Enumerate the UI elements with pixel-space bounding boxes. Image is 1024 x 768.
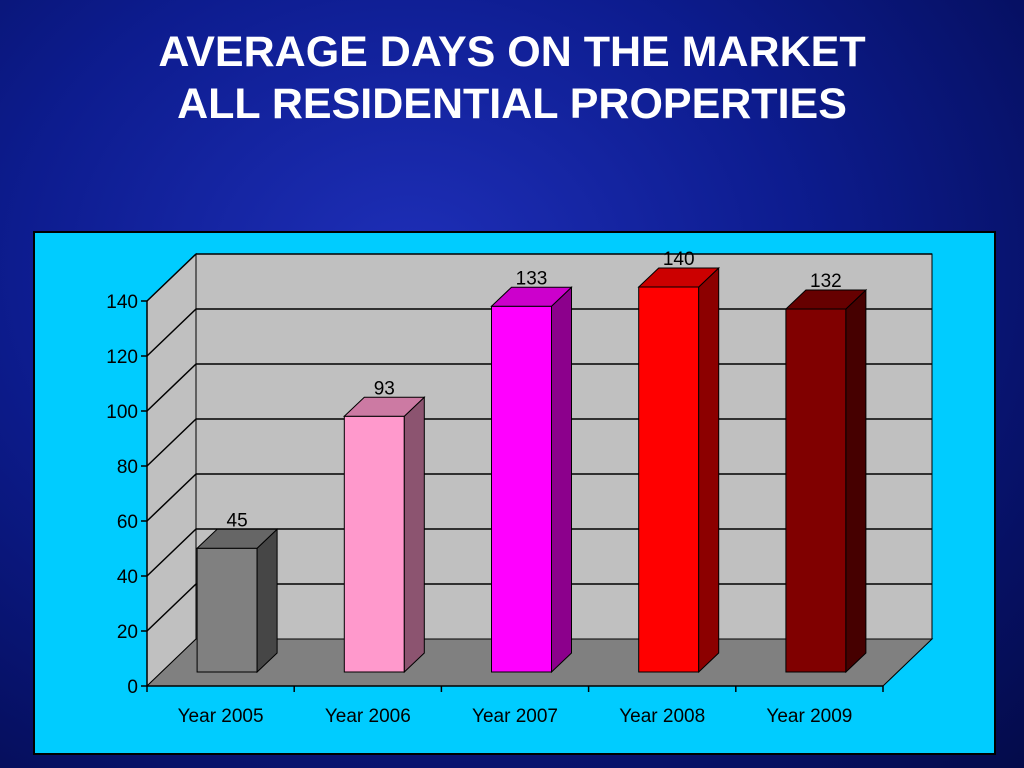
x-category-label: Year 2007: [472, 706, 558, 727]
y-tick-label: 60: [117, 512, 138, 533]
y-tick-label: 20: [117, 622, 138, 643]
gridline-diagonal: [146, 308, 197, 357]
bar-front: [491, 305, 552, 673]
y-tick-label: 100: [106, 402, 138, 423]
slide-title: AVERAGE DAYS ON THE MARKET ALL RESIDENTI…: [0, 26, 1024, 130]
bar-side: [403, 396, 425, 674]
data-label: 140: [663, 249, 695, 270]
bar-top: [343, 396, 426, 417]
bar-front: [785, 308, 847, 673]
gridline-diagonal: [146, 418, 197, 467]
y-tick-label: 0: [127, 677, 138, 698]
chart-side-wall: [146, 252, 197, 688]
title-line-2: ALL RESIDENTIAL PROPERTIES: [177, 80, 847, 128]
gridline-diagonal: [146, 253, 197, 302]
data-label: 93: [374, 378, 395, 399]
bar-side: [551, 286, 572, 674]
bar-top: [195, 528, 279, 549]
data-label: 132: [810, 271, 842, 292]
bar-side: [845, 288, 867, 674]
x-category-label: Year 2008: [619, 706, 705, 727]
bar-top: [637, 267, 720, 288]
bar-top: [490, 286, 573, 307]
bar-side: [698, 266, 720, 674]
y-tick-label: 140: [106, 292, 138, 313]
gridline-diagonal: [146, 363, 197, 412]
y-tick-label: 40: [117, 567, 138, 588]
gridline-diagonal: [146, 583, 197, 632]
bar-front: [196, 547, 258, 673]
bar-side: [256, 528, 278, 674]
y-tick-label: 120: [106, 347, 138, 368]
y-tick-label: 80: [117, 457, 138, 478]
x-category-label: Year 2006: [325, 706, 411, 727]
title-line-1: AVERAGE DAYS ON THE MARKET: [158, 28, 866, 76]
x-category-label: Year 2005: [178, 706, 264, 727]
bar-front: [638, 286, 700, 673]
x-category-label: Year 2009: [766, 706, 852, 727]
data-label: 45: [227, 510, 248, 531]
data-label: 133: [516, 268, 548, 289]
bar-top: [784, 289, 868, 310]
gridline-diagonal: [146, 528, 197, 577]
bar-front: [343, 415, 405, 673]
gridline-diagonal: [146, 473, 197, 522]
